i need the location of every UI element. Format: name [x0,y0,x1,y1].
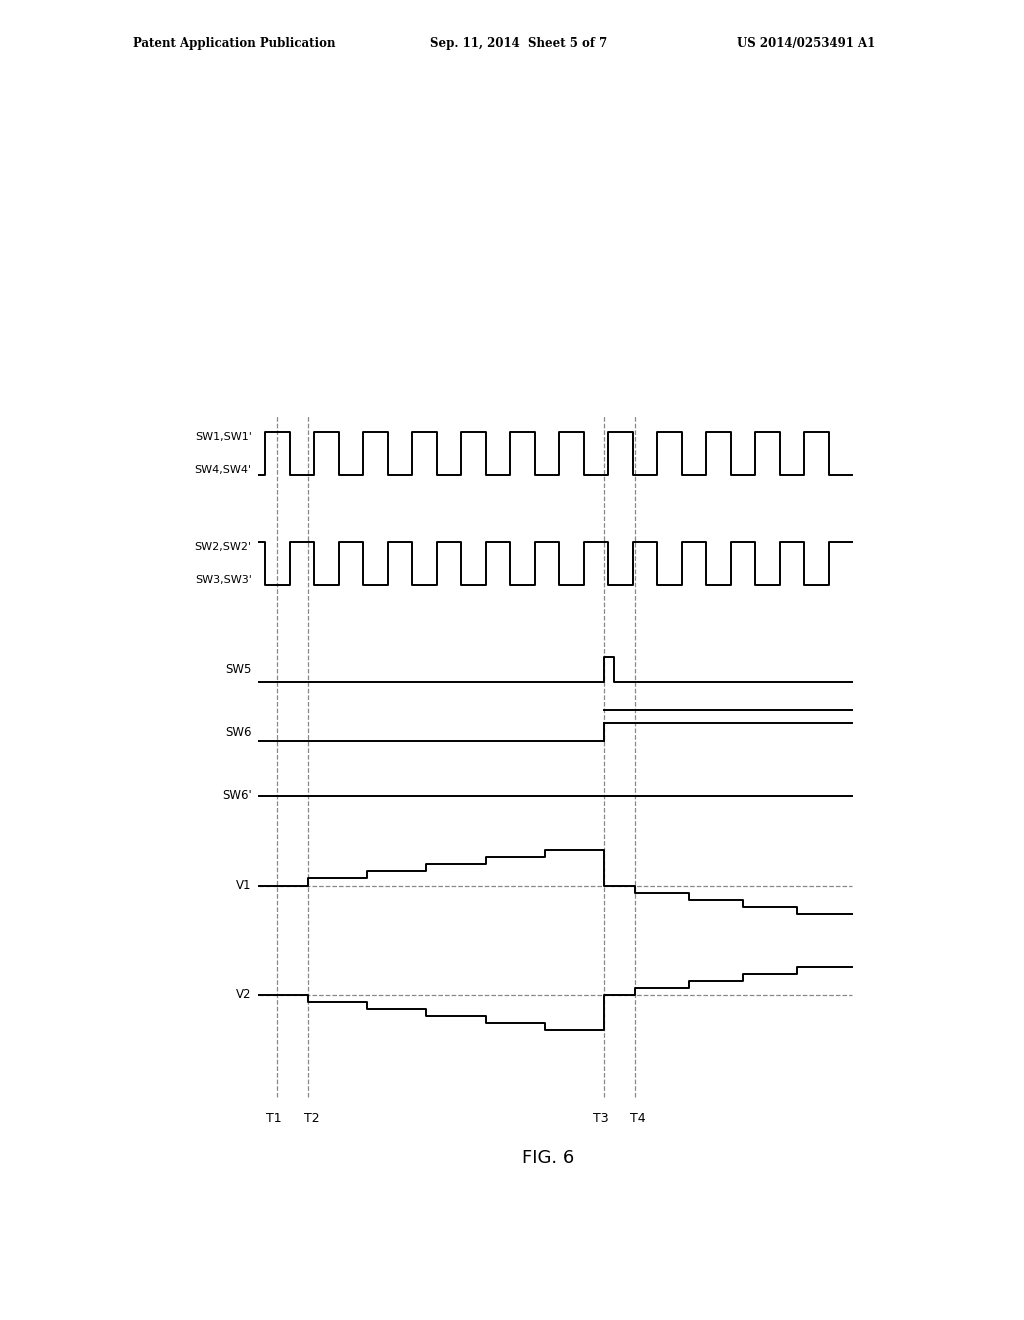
Text: T3: T3 [593,1111,608,1125]
Text: T2: T2 [304,1111,319,1125]
Text: Patent Application Publication: Patent Application Publication [133,37,336,50]
Text: SW6: SW6 [225,726,252,739]
Text: V1: V1 [237,879,252,892]
Text: SW1,SW1': SW1,SW1' [195,432,252,442]
Text: Sep. 11, 2014  Sheet 5 of 7: Sep. 11, 2014 Sheet 5 of 7 [430,37,607,50]
Text: T1: T1 [266,1111,282,1125]
Text: FIG. 6: FIG. 6 [522,1148,574,1167]
Text: SW6': SW6' [222,789,252,803]
Text: US 2014/0253491 A1: US 2014/0253491 A1 [737,37,876,50]
Text: SW4,SW4': SW4,SW4' [195,465,252,475]
Text: SW2,SW2': SW2,SW2' [195,541,252,552]
Text: T4: T4 [631,1111,646,1125]
Text: SW3,SW3': SW3,SW3' [195,574,252,585]
Text: V2: V2 [237,989,252,1002]
Text: SW5: SW5 [225,663,252,676]
